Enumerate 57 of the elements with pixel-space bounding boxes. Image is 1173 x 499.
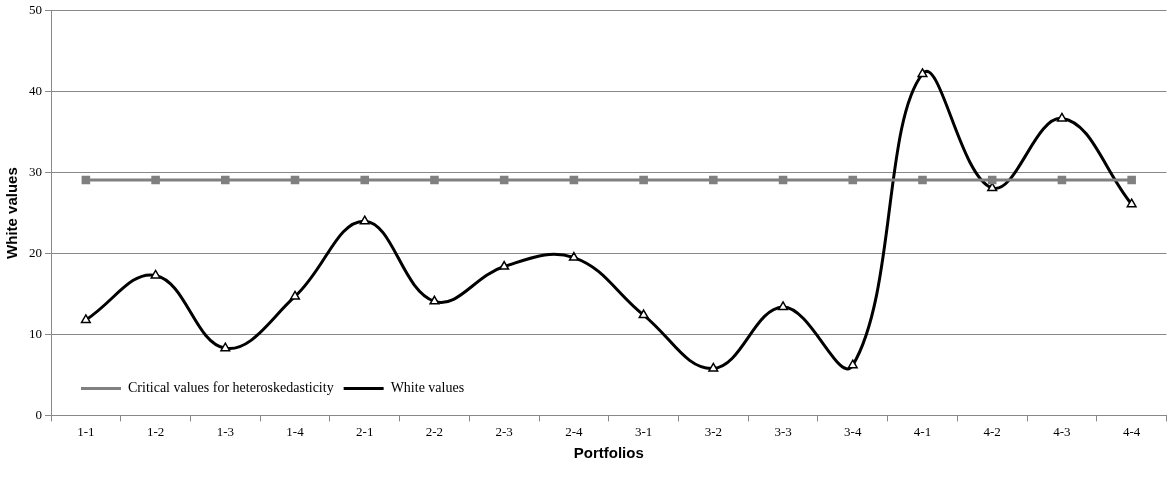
point [638, 309, 649, 319]
point [708, 362, 719, 372]
x-tick-label: 3-1 [634, 423, 653, 439]
y-tick-label: 40 [29, 83, 42, 99]
legend-label: Critical values for heteroskedasticity [128, 380, 334, 396]
point [569, 175, 579, 185]
y-tick-label: 50 [29, 2, 42, 18]
x-tick-label: 4-3 [1053, 423, 1071, 439]
point [151, 175, 160, 185]
point [289, 290, 301, 300]
x-tick-label: 2-2 [425, 423, 444, 439]
point [1057, 175, 1067, 185]
point [220, 342, 231, 352]
x-tick-label: 2-4 [565, 423, 584, 439]
point [360, 175, 370, 185]
point [221, 175, 230, 185]
point [777, 301, 789, 311]
point [1127, 175, 1136, 185]
x-tick-label: 4-2 [983, 423, 1001, 439]
point [848, 175, 858, 185]
point [81, 175, 91, 185]
x-axis-title: Portfolios [573, 444, 644, 462]
point [778, 175, 788, 185]
point [429, 295, 440, 305]
point [150, 269, 161, 279]
y-axis-title: White values [3, 167, 21, 259]
point [709, 175, 718, 185]
x-tick-label: 1-3 [216, 423, 234, 439]
point [499, 260, 510, 270]
x-tick-label: 2-3 [495, 423, 513, 439]
point [430, 175, 439, 185]
x-tick-label: 3-3 [774, 423, 792, 439]
point [639, 175, 648, 185]
point [290, 175, 300, 185]
point [987, 175, 997, 185]
x-tick-label: 2-1 [356, 423, 374, 439]
x-tick-label: 3-2 [704, 423, 722, 439]
point [1126, 198, 1137, 208]
point [80, 314, 91, 324]
x-tick-label: 1-2 [146, 423, 165, 439]
x-tick-label: 1-1 [77, 423, 95, 439]
point [359, 215, 370, 225]
y-tick-label: 10 [29, 325, 42, 341]
point [499, 175, 509, 185]
point [1056, 112, 1067, 122]
y-tick-label: 30 [29, 164, 42, 180]
y-tick-label: 0 [35, 406, 42, 422]
point [568, 251, 579, 261]
x-tick-label: 3-4 [844, 423, 862, 439]
point [917, 68, 928, 78]
x-tick-label: 1-4 [286, 423, 305, 439]
x-tick-label: 4-1 [913, 423, 932, 439]
legend-label: White values [390, 380, 465, 396]
point [918, 175, 927, 185]
point [847, 359, 858, 369]
y-tick-label: 20 [29, 244, 42, 260]
x-tick-label: 4-4 [1122, 423, 1141, 439]
